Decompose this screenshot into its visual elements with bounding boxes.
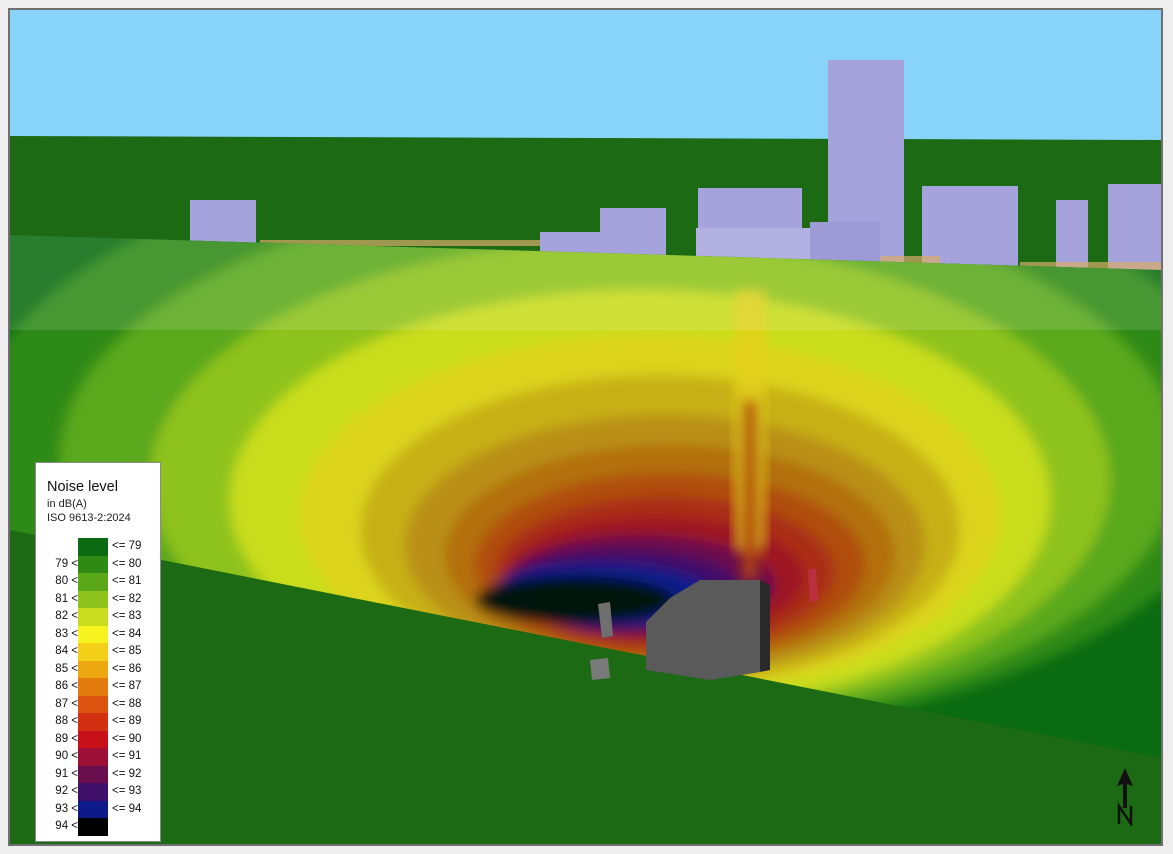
legend-row-upper: <= 89	[112, 715, 142, 727]
legend-row: 80 < <= 81	[36, 573, 162, 591]
legend-row-lower: 89 <	[55, 732, 78, 745]
legend-row-upper: <= 90	[112, 732, 142, 745]
sky	[10, 10, 1161, 150]
legend-row-upper: <= 80	[112, 557, 142, 570]
plant-building	[590, 568, 818, 680]
legend-row: 91 < <= 92	[36, 765, 162, 783]
legend-row-upper: <= 85	[112, 645, 142, 657]
legend-row-lower: 94 <	[55, 820, 78, 832]
legend-row-lower: 91 <	[55, 767, 78, 780]
legend-row-lower: 88 <	[55, 715, 78, 727]
legend-swatch	[78, 748, 108, 766]
legend-swatch	[78, 695, 108, 713]
noise-legend: Noise level in dB(A) ISO 9613-2:2024 <= …	[35, 462, 161, 842]
legend-row-upper: <= 87	[112, 680, 142, 692]
legend-swatch	[78, 660, 108, 678]
legend-row-lower: 81 <	[55, 592, 78, 605]
legend-swatch	[78, 590, 108, 608]
legend-row: <= 79	[36, 538, 162, 556]
north-arrow-icon	[1117, 768, 1133, 826]
legend-row-upper: <= 94	[112, 802, 142, 815]
legend-row: 87 < <= 88	[36, 695, 162, 713]
legend-row-lower: 85 <	[55, 662, 78, 675]
legend-row: 93 < <= 94	[36, 800, 162, 818]
legend-row: 83 < <= 84	[36, 625, 162, 643]
legend-row-upper: <= 84	[112, 627, 142, 640]
legend-row: 88 < <= 89	[36, 713, 162, 731]
legend-row-upper: <= 93	[112, 785, 142, 797]
legend-row-lower: 90 <	[55, 750, 78, 762]
legend-swatch	[78, 538, 108, 556]
legend-row-upper: <= 82	[112, 592, 142, 605]
legend-standard: ISO 9613-2:2024	[47, 512, 131, 524]
legend-swatch	[78, 730, 108, 748]
legend-swatch	[78, 625, 108, 643]
legend-row-upper: <= 83	[112, 610, 142, 622]
legend-swatch	[78, 818, 108, 836]
legend-row: 89 < <= 90	[36, 730, 162, 748]
legend-row: 85 < <= 86	[36, 660, 162, 678]
rooftops	[260, 240, 1161, 272]
legend-row-upper: <= 91	[112, 750, 142, 762]
legend-row: 82 < <= 83	[36, 608, 162, 626]
map-viewport[interactable]: Noise level in dB(A) ISO 9613-2:2024 <= …	[8, 8, 1163, 846]
legend-row: 84 < <= 85	[36, 643, 162, 661]
legend-title: Noise level	[47, 479, 118, 495]
legend-swatch	[78, 573, 108, 591]
legend-row: 90 < <= 91	[36, 748, 162, 766]
legend-unit: in dB(A)	[47, 498, 87, 510]
legend-swatch	[78, 765, 108, 783]
legend-row-upper: <= 81	[112, 575, 142, 587]
legend-row-lower: 86 <	[55, 680, 78, 692]
legend-swatch	[78, 555, 108, 573]
legend-row: 94 <	[36, 818, 162, 836]
legend-row: 79 < <= 80	[36, 555, 162, 573]
legend-row-upper: <= 86	[112, 662, 142, 675]
legend-row: 81 < <= 82	[36, 590, 162, 608]
legend-row-upper: <= 79	[112, 540, 142, 552]
legend-row-upper: <= 88	[112, 697, 142, 710]
legend-swatch	[78, 643, 108, 661]
legend-row-lower: 92 <	[55, 785, 78, 797]
legend-row: 86 < <= 87	[36, 678, 162, 696]
legend-row-lower: 83 <	[55, 627, 78, 640]
legend-row-upper: <= 92	[112, 767, 142, 780]
legend-swatch	[78, 783, 108, 801]
legend-row-lower: 82 <	[55, 610, 78, 622]
legend-row-lower: 80 <	[55, 575, 78, 587]
legend-swatch	[78, 800, 108, 818]
legend-swatch	[78, 678, 108, 696]
legend-swatch	[78, 713, 108, 731]
noise-map-scene	[10, 10, 1161, 844]
legend-row-lower: 79 <	[55, 557, 78, 570]
legend-swatch	[78, 608, 108, 626]
legend-row-lower: 87 <	[55, 697, 78, 710]
legend-row-lower: 84 <	[55, 645, 78, 657]
legend-row-lower: 93 <	[55, 802, 78, 815]
legend-row: 92 < <= 93	[36, 783, 162, 801]
